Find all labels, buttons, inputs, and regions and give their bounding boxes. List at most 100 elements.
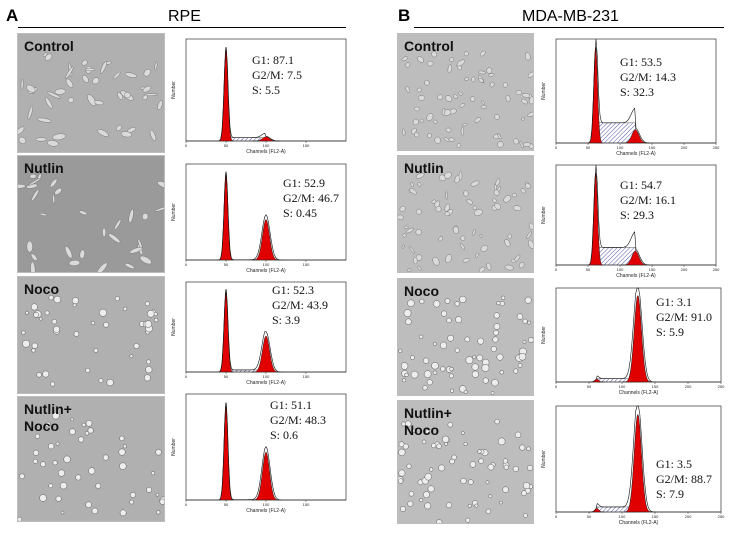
- stats-rpe-control: G1: 87.1 G2/M: 7.5 S: 5.5: [252, 53, 302, 98]
- x-tick-label: 150: [303, 502, 310, 507]
- x-tick-label: 200: [681, 145, 688, 150]
- x-tick-label: 250: [718, 514, 725, 519]
- micrograph-mda-noco: Noco: [397, 278, 534, 396]
- x-tick-label: 0: [555, 384, 558, 389]
- s-value: S: 7.9: [656, 487, 685, 501]
- g2m-peak: [621, 129, 650, 144]
- g1-peak: [218, 288, 234, 373]
- g2m-peak: [623, 295, 653, 383]
- g2m-value: G2/M: 7.5: [252, 68, 303, 82]
- x-tick-label: 100: [619, 514, 626, 519]
- x-tick-label: 0: [185, 502, 188, 507]
- panel-b-title: MDA-MB-231: [522, 8, 619, 25]
- micrograph-texture: [18, 397, 164, 521]
- micrograph-texture: [18, 277, 164, 393]
- histogram-plot: Number Channels (FL2-A) 0 50 100 150: [171, 281, 347, 386]
- y-axis-title: Number: [541, 82, 547, 100]
- micrograph-rpe-control: Control: [17, 33, 165, 153]
- x-tick-label: 100: [263, 262, 270, 267]
- y-axis-title: Number: [171, 203, 177, 221]
- micrograph-texture: [18, 34, 164, 152]
- x-tick-label: 100: [263, 502, 270, 507]
- g1-value: G1: 54.7: [620, 178, 662, 192]
- g2m-value: G2/M: 16.1: [620, 193, 677, 207]
- g1-value: G1: 3.1: [656, 295, 692, 309]
- fit-envelope: [556, 405, 721, 513]
- s-value: S: 5.9: [656, 325, 685, 339]
- stats-mda-control: G1: 53.5 G2/M: 14.3 S: 32.3: [620, 55, 676, 100]
- x-tick-label: 150: [303, 143, 310, 148]
- x-tick-label: 50: [224, 262, 229, 267]
- g2m-value: G2/M: 88.7: [656, 472, 713, 486]
- g2m-peak: [251, 335, 281, 373]
- x-tick-label: 0: [185, 262, 188, 267]
- g1-value: G1: 53.5: [620, 55, 662, 69]
- y-axis-title: Number: [541, 326, 547, 344]
- y-axis-title: Number: [171, 438, 177, 456]
- x-tick-label: 150: [303, 262, 310, 267]
- x-tick-label: 50: [224, 502, 229, 507]
- x-tick-label: 150: [303, 374, 310, 379]
- histogram-rpe-noco: Number Channels (FL2-A) 0 50 100 150: [170, 276, 350, 386]
- x-tick-label: 0: [555, 145, 558, 150]
- g2m-value: G2/M: 43.9: [272, 298, 329, 312]
- x-tick-label: 100: [263, 143, 270, 148]
- micrograph-texture: [398, 401, 533, 523]
- micrograph-rpe-nutlin-noco: Nutlin+ Noco: [17, 396, 165, 522]
- fit-envelope: [186, 289, 346, 373]
- histogram-mda-control: Number Channels (FL2-A) 0 50 100 150 200 250: [540, 33, 720, 157]
- x-tick-label: 150: [649, 267, 656, 272]
- x-tick-label: 0: [555, 267, 558, 272]
- y-axis-title: Number: [541, 450, 547, 468]
- x-tick-label: 0: [185, 143, 188, 148]
- histogram-rpe-nutlin: Number Channels (FL2-A) 0 50 100 150: [170, 158, 350, 274]
- g2m-value: G2/M: 48.3: [270, 413, 327, 427]
- stats-mda-nutlin: G1: 54.7 G2/M: 16.1 S: 29.3: [620, 178, 676, 223]
- x-tick-label: 0: [555, 514, 558, 519]
- micrograph-mda-control: Control: [397, 33, 534, 151]
- micrograph-mda-nutlin: Nutlin: [397, 155, 534, 273]
- condition-label: Nutlin+ Noco: [24, 401, 72, 434]
- x-tick-label: 50: [586, 267, 591, 272]
- micrograph-rpe-nutlin: Nutlin: [17, 155, 165, 273]
- g2m-peak: [621, 250, 650, 266]
- stats-mda-nutlin-noco: G1: 3.5 G2/M: 88.7 S: 7.9: [656, 457, 712, 502]
- g2m-value: G2/M: 14.3: [620, 70, 677, 84]
- s-value: S: 0.6: [270, 428, 299, 442]
- x-tick-label: 50: [587, 384, 592, 389]
- g2m-peak: [623, 414, 653, 513]
- x-tick-label: 100: [263, 374, 270, 379]
- condition-label: Control: [404, 38, 454, 54]
- panel-a-letter: A: [6, 6, 19, 25]
- panel-b-title-rule: [414, 27, 724, 28]
- histogram-plot: Number Channels (FL2-A) 0 50 100 150: [171, 163, 347, 274]
- condition-label: Nutlin: [404, 160, 444, 176]
- histogram-plot: Number Channels (FL2-A) 0 50 100 150: [171, 393, 347, 514]
- histogram-plot: Number Channels (FL2-A) 0 50 100 150 200 250: [541, 164, 720, 279]
- x-axis-title: Channels (FL2-A): [616, 273, 656, 279]
- micrograph-texture: [398, 156, 533, 272]
- histogram-mda-nutlin-noco: Number Channels (FL2-A) 0 50 100 150 200 250: [540, 400, 725, 526]
- condition-label: Noco: [24, 281, 59, 297]
- g1-value: G1: 52.9: [283, 176, 325, 190]
- fit-envelope: [186, 47, 346, 142]
- x-axis-title: Channels (FL2-A): [246, 268, 286, 274]
- condition-label: Control: [24, 38, 74, 54]
- g1-peak: [218, 46, 234, 142]
- x-axis-title: Channels (FL2-A): [619, 520, 659, 526]
- condition-label: Noco: [404, 283, 439, 299]
- x-axis-title: Channels (FL2-A): [619, 390, 659, 396]
- micrograph-texture: [398, 279, 533, 395]
- histogram-mda-noco: Number Channels (FL2-A) 0 50 100 150 200 250: [540, 282, 725, 396]
- g2m-peak: [251, 451, 281, 501]
- histogram-plot: Number Channels (FL2-A) 0 50 100 150 200 250: [541, 287, 725, 396]
- s-value: S: 5.5: [252, 83, 281, 97]
- condition-label: Nutlin: [24, 160, 64, 176]
- g1-peak: [218, 171, 234, 261]
- x-tick-label: 50: [224, 374, 229, 379]
- x-tick-label: 250: [718, 384, 725, 389]
- x-tick-label: 100: [617, 145, 624, 150]
- x-tick-label: 50: [586, 145, 591, 150]
- s-value: S: 3.9: [272, 313, 301, 327]
- fit-envelope: [186, 402, 346, 501]
